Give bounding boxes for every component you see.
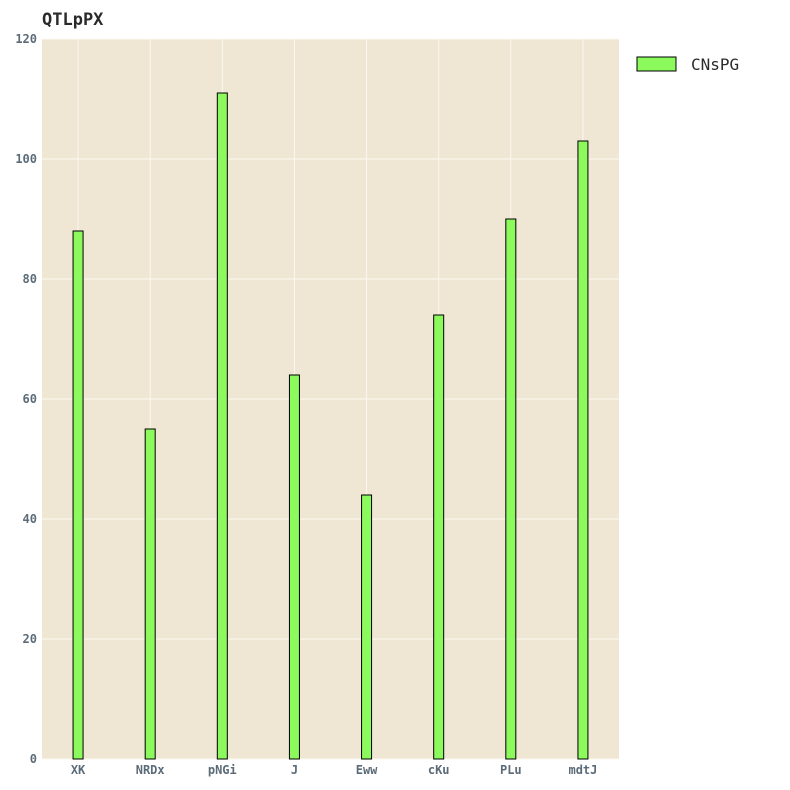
- x-tick-label: NRDx: [136, 763, 165, 777]
- x-tick-label: PLu: [500, 763, 522, 777]
- y-axis-ticks: 0 20 40 60 80 100 120: [15, 32, 37, 766]
- legend: CNsPG: [636, 55, 739, 74]
- bar-cKu: [433, 314, 445, 760]
- bar-pNGi: [216, 92, 228, 760]
- chart-title: QTLpPX: [42, 10, 104, 30]
- bars: [72, 92, 589, 760]
- y-tick-label: 100: [15, 152, 37, 166]
- bar-Eww: [361, 494, 373, 760]
- bar-mdtJ: [577, 140, 589, 760]
- x-tick-label: pNGi: [208, 763, 237, 777]
- x-axis-ticks: XK NRDx pNGi J Eww cKu PLu mdtJ: [71, 763, 598, 777]
- bar-PLu: [505, 218, 517, 760]
- y-tick-label: 120: [15, 32, 37, 46]
- legend-swatch: [636, 56, 677, 72]
- x-tick-label: Eww: [356, 763, 378, 777]
- x-tick-label: cKu: [428, 763, 450, 777]
- y-tick-label: 60: [23, 392, 37, 406]
- y-tick-label: 80: [23, 272, 37, 286]
- y-tick-label: 40: [23, 512, 37, 526]
- y-tick-label: 20: [23, 632, 37, 646]
- bar-XK: [72, 230, 84, 760]
- y-tick-label: 0: [30, 752, 37, 766]
- bar-J: [288, 374, 300, 760]
- x-tick-label: XK: [71, 763, 86, 777]
- legend-label: CNsPG: [691, 55, 739, 74]
- x-tick-label: mdtJ: [568, 763, 597, 777]
- x-tick-label: J: [291, 763, 298, 777]
- bar-NRDx: [144, 428, 156, 760]
